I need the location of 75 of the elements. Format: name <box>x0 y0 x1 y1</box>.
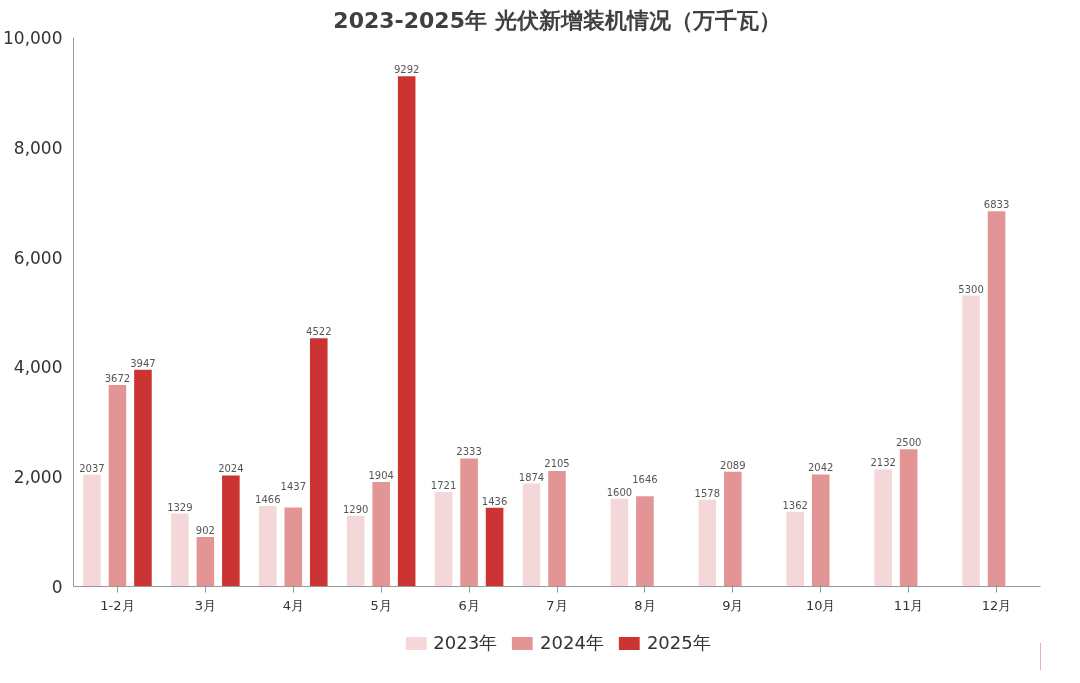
data-label: 1721 <box>430 480 457 492</box>
data-label: 6833 <box>983 199 1010 211</box>
bar <box>485 507 504 587</box>
data-label: 1466 <box>255 494 281 506</box>
bar <box>434 492 453 587</box>
bar <box>636 496 654 587</box>
bar <box>786 511 805 587</box>
data-label: 2037 <box>79 462 105 474</box>
bar <box>522 483 541 587</box>
bar <box>309 338 328 587</box>
bar <box>548 470 566 587</box>
bar <box>134 369 152 587</box>
x-tick-label: 6月 <box>458 597 480 613</box>
y-tick-label: 6,000 <box>13 247 63 268</box>
data-label: 1904 <box>368 469 394 481</box>
data-label: 4522 <box>306 326 332 338</box>
data-label: 5300 <box>958 283 984 295</box>
x-tick-label: 12月 <box>981 597 1012 613</box>
x-tick-label: 7月 <box>546 597 568 613</box>
bar <box>222 475 240 587</box>
data-label: 2105 <box>544 458 570 470</box>
data-label: 902 <box>195 524 215 536</box>
bar <box>962 295 980 587</box>
y-tick-label: 2,000 <box>13 467 63 488</box>
chart-title: 2023-2025年 光伏新增装机情况（万千瓦） <box>333 7 781 33</box>
bar <box>874 469 892 587</box>
data-label: 3672 <box>104 372 131 384</box>
data-label: 2042 <box>808 462 834 474</box>
bar <box>724 471 742 587</box>
bar <box>610 498 629 587</box>
x-tick-label: 8月 <box>634 597 656 613</box>
bar <box>460 458 478 587</box>
x-tick-label: 9月 <box>722 597 744 613</box>
bar <box>171 513 189 587</box>
legend-label: 2024年 <box>540 630 604 655</box>
bar <box>108 384 127 587</box>
data-label: 1329 <box>167 501 193 513</box>
data-label: 2089 <box>720 459 746 471</box>
y-tick-label: 10,000 <box>3 28 63 48</box>
data-label: 1646 <box>632 473 658 485</box>
bar <box>899 449 918 587</box>
bar <box>811 474 830 587</box>
data-label: 1600 <box>606 486 633 498</box>
bar <box>698 499 717 587</box>
y-tick-label: 0 <box>51 577 63 597</box>
data-label: 1362 <box>782 499 808 511</box>
x-tick-label: 5月 <box>370 597 392 613</box>
x-tick-label: 3月 <box>194 597 217 613</box>
data-label: 9292 <box>393 64 420 76</box>
x-tick-label: 4月 <box>282 597 304 613</box>
data-label: 2132 <box>870 457 896 469</box>
legend-label: 2025年 <box>646 630 711 655</box>
bar <box>196 536 215 587</box>
legend-label: 2023年 <box>433 630 498 655</box>
bar <box>372 481 390 587</box>
bar <box>987 211 1006 587</box>
bar <box>83 474 101 587</box>
bar <box>284 507 303 587</box>
x-tick-label: 1-2月 <box>100 597 135 613</box>
bar <box>346 515 365 587</box>
data-label: 1437 <box>280 481 306 493</box>
x-tick-label: 10月 <box>805 597 836 613</box>
x-tick-label: 11月 <box>893 597 924 613</box>
y-tick-label: 8,000 <box>13 137 63 158</box>
data-label: 2333 <box>456 446 482 458</box>
data-label: 1290 <box>342 503 369 515</box>
y-tick-label: 4,000 <box>13 357 63 378</box>
data-label: 1578 <box>694 487 721 499</box>
bar <box>397 76 416 587</box>
data-label: 2500 <box>895 437 922 449</box>
data-label: 1436 <box>481 495 508 507</box>
data-label: 1874 <box>518 471 545 483</box>
data-label: 3947 <box>130 357 156 369</box>
bar <box>258 506 277 587</box>
data-label: 2024 <box>218 463 244 475</box>
